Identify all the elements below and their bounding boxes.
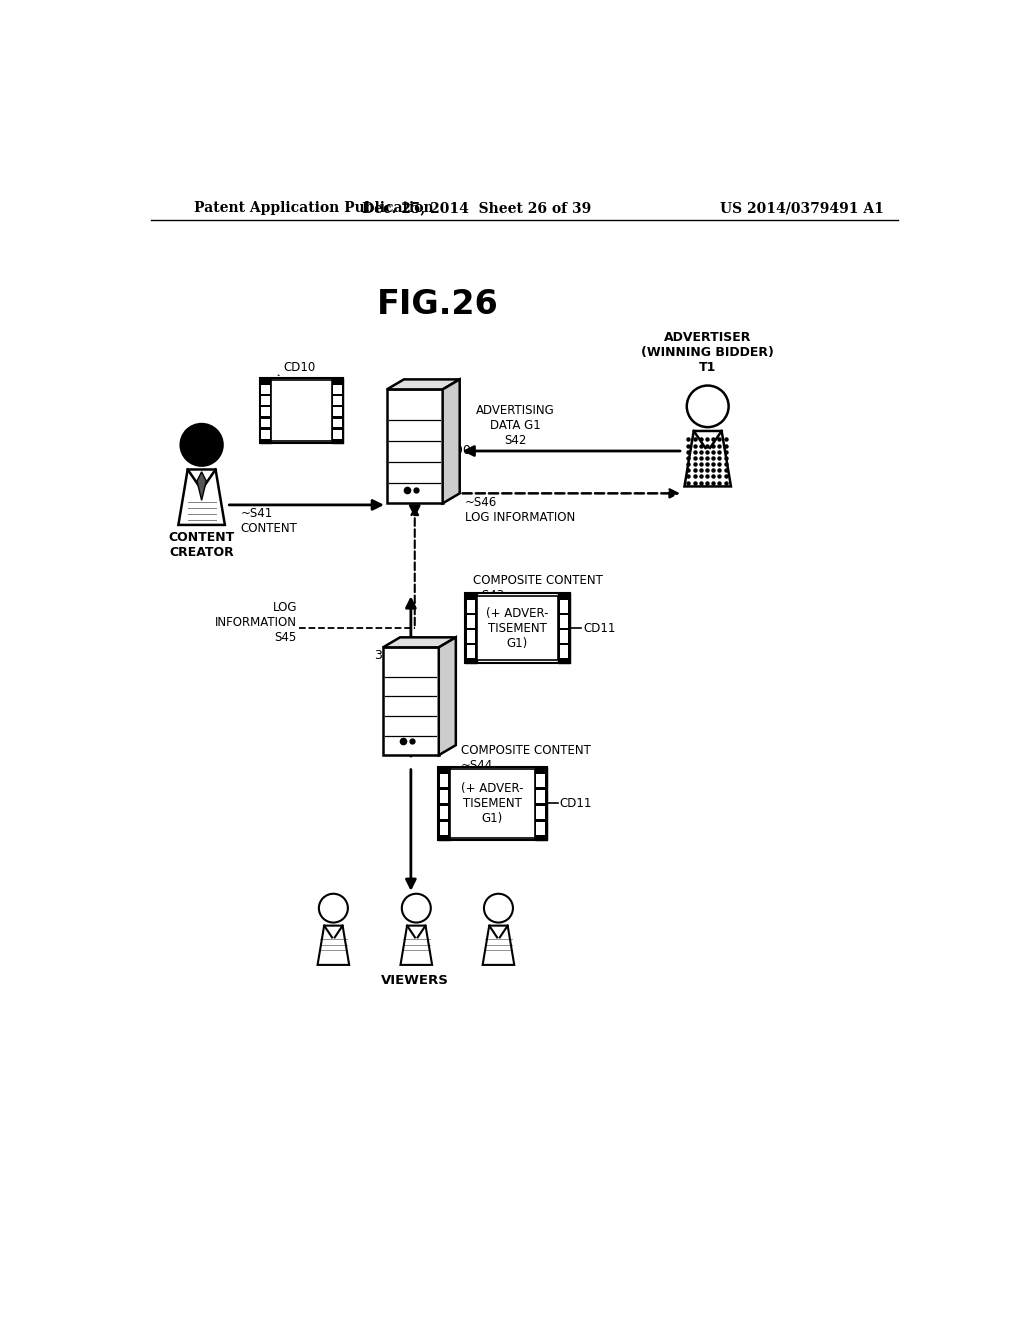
Polygon shape: [482, 925, 514, 965]
Text: Dec. 25, 2014  Sheet 26 of 39: Dec. 25, 2014 Sheet 26 of 39: [362, 202, 592, 215]
Text: ~S46
LOG INFORMATION: ~S46 LOG INFORMATION: [465, 496, 575, 524]
Bar: [261, 418, 270, 428]
Bar: [467, 601, 475, 612]
Bar: [261, 430, 270, 438]
Bar: [438, 767, 450, 840]
Polygon shape: [178, 470, 225, 525]
Bar: [439, 805, 449, 820]
Bar: [439, 789, 449, 804]
Text: ADVERTISER
(WINNING BIDDER)
T1: ADVERTISER (WINNING BIDDER) T1: [641, 331, 774, 374]
Text: VIEWERS: VIEWERS: [381, 974, 449, 987]
Text: Patent Application Publication: Patent Application Publication: [194, 202, 433, 215]
Polygon shape: [317, 925, 349, 965]
Bar: [261, 396, 270, 405]
Bar: [537, 789, 545, 804]
Text: (+ ADVER-
TISEMENT
G1): (+ ADVER- TISEMENT G1): [486, 607, 549, 649]
Bar: [450, 770, 535, 838]
Text: CONTENT
CREATOR: CONTENT CREATOR: [169, 531, 234, 560]
Bar: [439, 774, 449, 787]
Polygon shape: [442, 379, 460, 503]
Text: FIG.26: FIG.26: [377, 288, 499, 321]
Polygon shape: [197, 471, 206, 500]
Bar: [334, 430, 342, 438]
Circle shape: [318, 894, 348, 923]
Text: 30: 30: [374, 648, 389, 661]
Text: (+ ADVER-
TISEMENT
G1): (+ ADVER- TISEMENT G1): [461, 781, 523, 825]
Bar: [261, 385, 270, 393]
Text: ADVERTISING
DATA G1
S42: ADVERTISING DATA G1 S42: [476, 404, 555, 447]
Polygon shape: [684, 430, 731, 487]
Polygon shape: [438, 638, 456, 755]
Bar: [383, 647, 438, 755]
Text: 400: 400: [447, 445, 471, 458]
Circle shape: [401, 894, 431, 923]
Bar: [467, 645, 475, 659]
Bar: [558, 594, 569, 663]
Bar: [560, 631, 568, 643]
Bar: [334, 418, 342, 428]
Text: US 2014/0379491 A1: US 2014/0379491 A1: [720, 202, 884, 215]
Bar: [260, 378, 343, 444]
Bar: [477, 595, 558, 660]
Bar: [467, 631, 475, 643]
Bar: [261, 408, 270, 416]
Bar: [334, 385, 342, 393]
Bar: [467, 615, 475, 628]
Bar: [387, 389, 442, 503]
Bar: [332, 378, 343, 444]
Text: COMPOSITE CONTENT
~S44: COMPOSITE CONTENT ~S44: [461, 743, 591, 772]
Circle shape: [180, 424, 222, 466]
Text: CD11: CD11: [583, 622, 615, 635]
Bar: [438, 767, 547, 840]
Bar: [537, 821, 545, 836]
Bar: [560, 615, 568, 628]
Bar: [537, 774, 545, 787]
Circle shape: [484, 894, 513, 923]
Bar: [334, 396, 342, 405]
Circle shape: [687, 385, 729, 428]
Bar: [271, 380, 332, 441]
Bar: [465, 594, 477, 663]
Bar: [560, 645, 568, 659]
Bar: [334, 408, 342, 416]
Polygon shape: [383, 638, 456, 647]
Bar: [537, 805, 545, 820]
Text: CD11: CD11: [560, 797, 592, 809]
Text: ~S41
CONTENT: ~S41 CONTENT: [241, 507, 297, 535]
Polygon shape: [400, 925, 432, 965]
Text: LOG
INFORMATION
S45: LOG INFORMATION S45: [215, 601, 297, 644]
Bar: [439, 821, 449, 836]
Text: CD10: CD10: [283, 360, 315, 374]
Bar: [535, 767, 547, 840]
Text: COMPOSITE CONTENT
~S43: COMPOSITE CONTENT ~S43: [473, 574, 603, 602]
Bar: [465, 594, 569, 663]
Polygon shape: [387, 379, 460, 389]
Bar: [560, 601, 568, 612]
Bar: [260, 378, 271, 444]
